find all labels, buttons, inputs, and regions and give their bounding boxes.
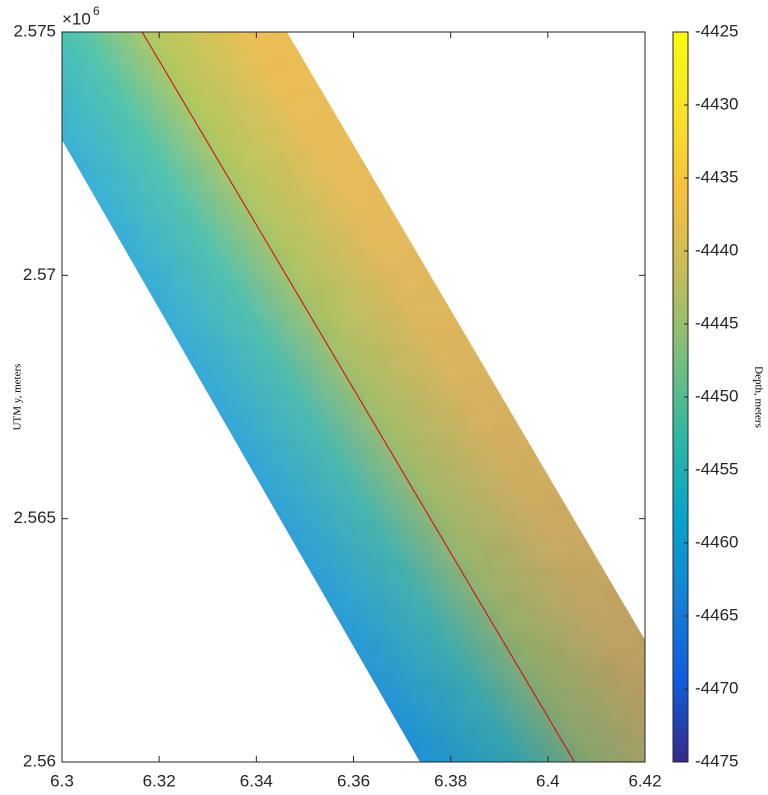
y-axis-label: UTM y, meters bbox=[12, 364, 24, 431]
colorbar-tick-label: -4430 bbox=[695, 94, 738, 113]
colorbar-tick-label: -4460 bbox=[695, 532, 738, 551]
track-line bbox=[141, 31, 575, 763]
x-tick-label: 6.38 bbox=[434, 771, 467, 790]
colorbar-tick-label: -4440 bbox=[695, 240, 738, 259]
colorbar-tick-label: -4435 bbox=[695, 167, 738, 186]
y-tick-label: 2.575 bbox=[13, 21, 56, 40]
colorbar-tick-label: -4470 bbox=[695, 678, 738, 697]
colorbar-tick-label: -4425 bbox=[695, 21, 738, 40]
y-tick-label: 2.56 bbox=[23, 751, 56, 770]
x-tick-label: 6.34 bbox=[240, 771, 273, 790]
bathymetry-swath bbox=[62, 32, 645, 762]
y-exponent-base: ×10 bbox=[62, 9, 91, 28]
colorbar-tick-label: -4445 bbox=[695, 313, 738, 332]
x-tick-label: 6.3 bbox=[50, 771, 74, 790]
x-tick-label: 6.36 bbox=[337, 771, 370, 790]
x-tick-label: 6.4 bbox=[536, 771, 560, 790]
y-tick-label: 2.565 bbox=[13, 508, 56, 527]
colorbar-tick-label: -4455 bbox=[695, 459, 738, 478]
y-exponent-power: 6 bbox=[93, 4, 100, 18]
colorbar-tick-label: -4465 bbox=[695, 605, 738, 624]
colorbar-tick-label: -4450 bbox=[695, 386, 738, 405]
y-tick-label: 2.57 bbox=[23, 265, 56, 284]
colorbar-tick-label: -4475 bbox=[695, 751, 738, 770]
x-tick-label: 6.32 bbox=[143, 771, 176, 790]
x-tick-label: 6.42 bbox=[628, 771, 661, 790]
colorbar-label: Depth, meters bbox=[752, 366, 764, 428]
